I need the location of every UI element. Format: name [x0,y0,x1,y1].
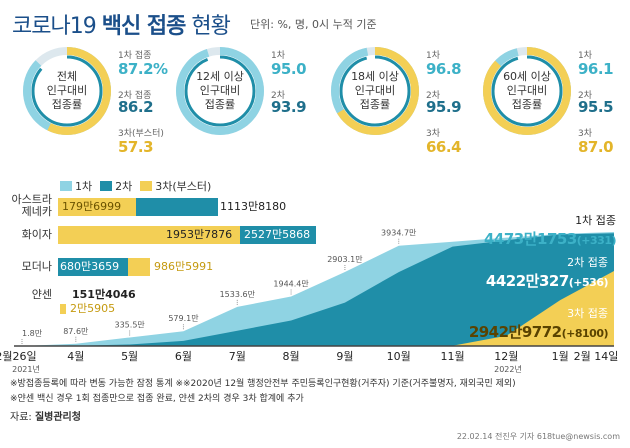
bar-dose1 [58,258,128,276]
dose2-value: 95.9 [426,98,462,116]
total-dose3: 3차 접종 2942만9772(+8100) [468,307,609,341]
dose1-label: 1차 접종 [118,51,152,61]
dose2-value: 95.5 [578,98,614,116]
vaccine-name: 얀센 [31,288,52,301]
dose1-value: 87.2% [118,60,168,78]
bar-dose2 [240,226,316,244]
x-tick-label: 1월 [552,350,569,363]
dose2-label: 2차 [578,91,593,101]
legend: 1차 2차 3차(부스터) [60,178,211,194]
legend-dose2: 2차 [100,178,132,194]
donut-label: 전체 인구대비 접종률 [46,70,88,111]
dose1-value: 95.0 [271,60,307,78]
bar-dose1 [60,286,72,304]
area-dose2 [22,233,614,346]
legend-dose3: 3차(부스터) [140,178,211,194]
donut-arc-dose2 [31,55,103,127]
x-tick-label: 11월 [440,350,464,363]
dose1-label: 1차 [271,51,286,61]
dose2-label: 2차 [426,91,441,101]
bar-label-seg2: 986만5991 [154,260,214,273]
dose3-value: 66.4 [426,138,462,156]
donut-arc-dose3 [331,47,419,135]
point-label: 1533.6만 [220,290,256,299]
donut-label: 60세 이상 인구대비 접종률 [503,70,551,111]
bar-dose2 [136,198,218,216]
bar-label-seg1: 179만6999 [62,200,122,213]
area-dose3 [22,270,614,346]
dose3-label: 3차(부스터) [118,129,164,139]
dose1-label: 1차 [426,51,441,61]
vaccine-name: 화이자 [21,228,52,241]
bar-label-seg2: 2527만5868 [244,228,311,241]
unit-note: 단위: %, 명, 0시 누적 기준 [250,18,377,31]
donut-label: 18세 이상 인구대비 접종률 [351,70,399,111]
dose1-value: 96.1 [578,60,614,78]
x-tick-label: 7월 [229,350,246,363]
x-tick-label: 2월26일 [0,349,37,363]
donut-arc-dose1 [176,47,264,135]
year-label: 2021년 [12,364,40,374]
dose2-value: 93.9 [271,98,307,116]
donut-label: 12세 이상 인구대비 접종률 [196,70,244,111]
donut-arc-dose2 [339,55,411,127]
point-label: 1.8만 [22,329,43,338]
x-tick-label: 10월 [387,350,411,363]
x-tick-label: 6월 [175,350,192,363]
bar-dose2 [60,304,66,314]
donut-2: 12세 이상 인구대비 접종률 [175,46,265,136]
total-dose1: 1차 접종 4473만1753(+331) [483,214,617,248]
point-label: 1944.4만 [273,279,309,288]
x-tick-label: 9월 [336,350,353,363]
bar-label-seg2: 2만5905 [70,302,116,315]
bar-dose2 [128,258,150,276]
donut-1: 전체 인구대비 접종률 [22,46,112,136]
donut-arc-dose3 [23,47,111,135]
donut-arc-dose2 [184,55,256,127]
credit-line: 22.02.14 전진우 기자 618tue@newsis.com [456,432,620,441]
x-tick-label: 4월 [67,350,84,363]
point-label: 335.5만 [115,320,146,329]
bar-label-seg2: 1113만8180 [220,200,287,213]
vaccine-name: 모더나 [21,260,52,273]
source-note: 자료: 질병관리청 [10,412,81,423]
donut-4: 60세 이상 인구대비 접종률 [482,46,572,136]
dose2-label: 2차 [271,91,286,101]
dose3-label: 3차 [578,129,593,139]
footnote-1: ※방접종등록에 따라 변동 가능한 잠정 통계 ※※2020년 12월 행정안전… [10,379,516,389]
donut-3: 18세 이상 인구대비 접종률 [330,46,420,136]
bar-dose1 [58,198,136,216]
dose2-value: 86.2 [118,98,154,116]
bar-dose1 [58,226,240,244]
bar-label-seg1: 680만3659 [60,260,120,273]
x-tick-label: 8월 [283,350,300,363]
dose3-value: 57.3 [118,138,154,156]
dose1-label: 1차 [578,51,593,61]
dose1-value: 96.8 [426,60,462,78]
donut-arc-dose3 [483,47,571,135]
bar-label-seg1: 151만4046 [72,288,136,301]
point-label: 87.6만 [63,327,89,336]
legend-dose1: 1차 [60,178,92,194]
dose2-label: 2차 접종 [118,91,152,101]
bar-label-seg1: 1953만7876 [166,228,233,241]
dose3-label: 3차 [426,129,441,139]
point-label: 579.1만 [168,314,199,323]
donut-arc-dose2 [491,55,563,127]
dose3-value: 87.0 [578,138,614,156]
x-tick-label: 12월 [494,350,518,363]
page-title: 코로나19 백신 접종 현황 [12,14,231,39]
total-dose2: 2차 접종 4422만327(+536) [485,256,609,290]
footnote-2: ※얀센 백신 경우 1회 접종만으로 접종 완료, 얀센 2차의 경우 3차 합… [10,394,304,404]
point-label: 3934.7만 [381,229,417,238]
vaccine-name: 아스트라 제네카 [11,193,52,218]
x-tick-label: 2월 14일 [574,349,619,363]
year-label: 2022년 [494,364,522,374]
point-label: 2903.1만 [327,255,363,264]
x-tick-label: 5월 [121,350,138,363]
